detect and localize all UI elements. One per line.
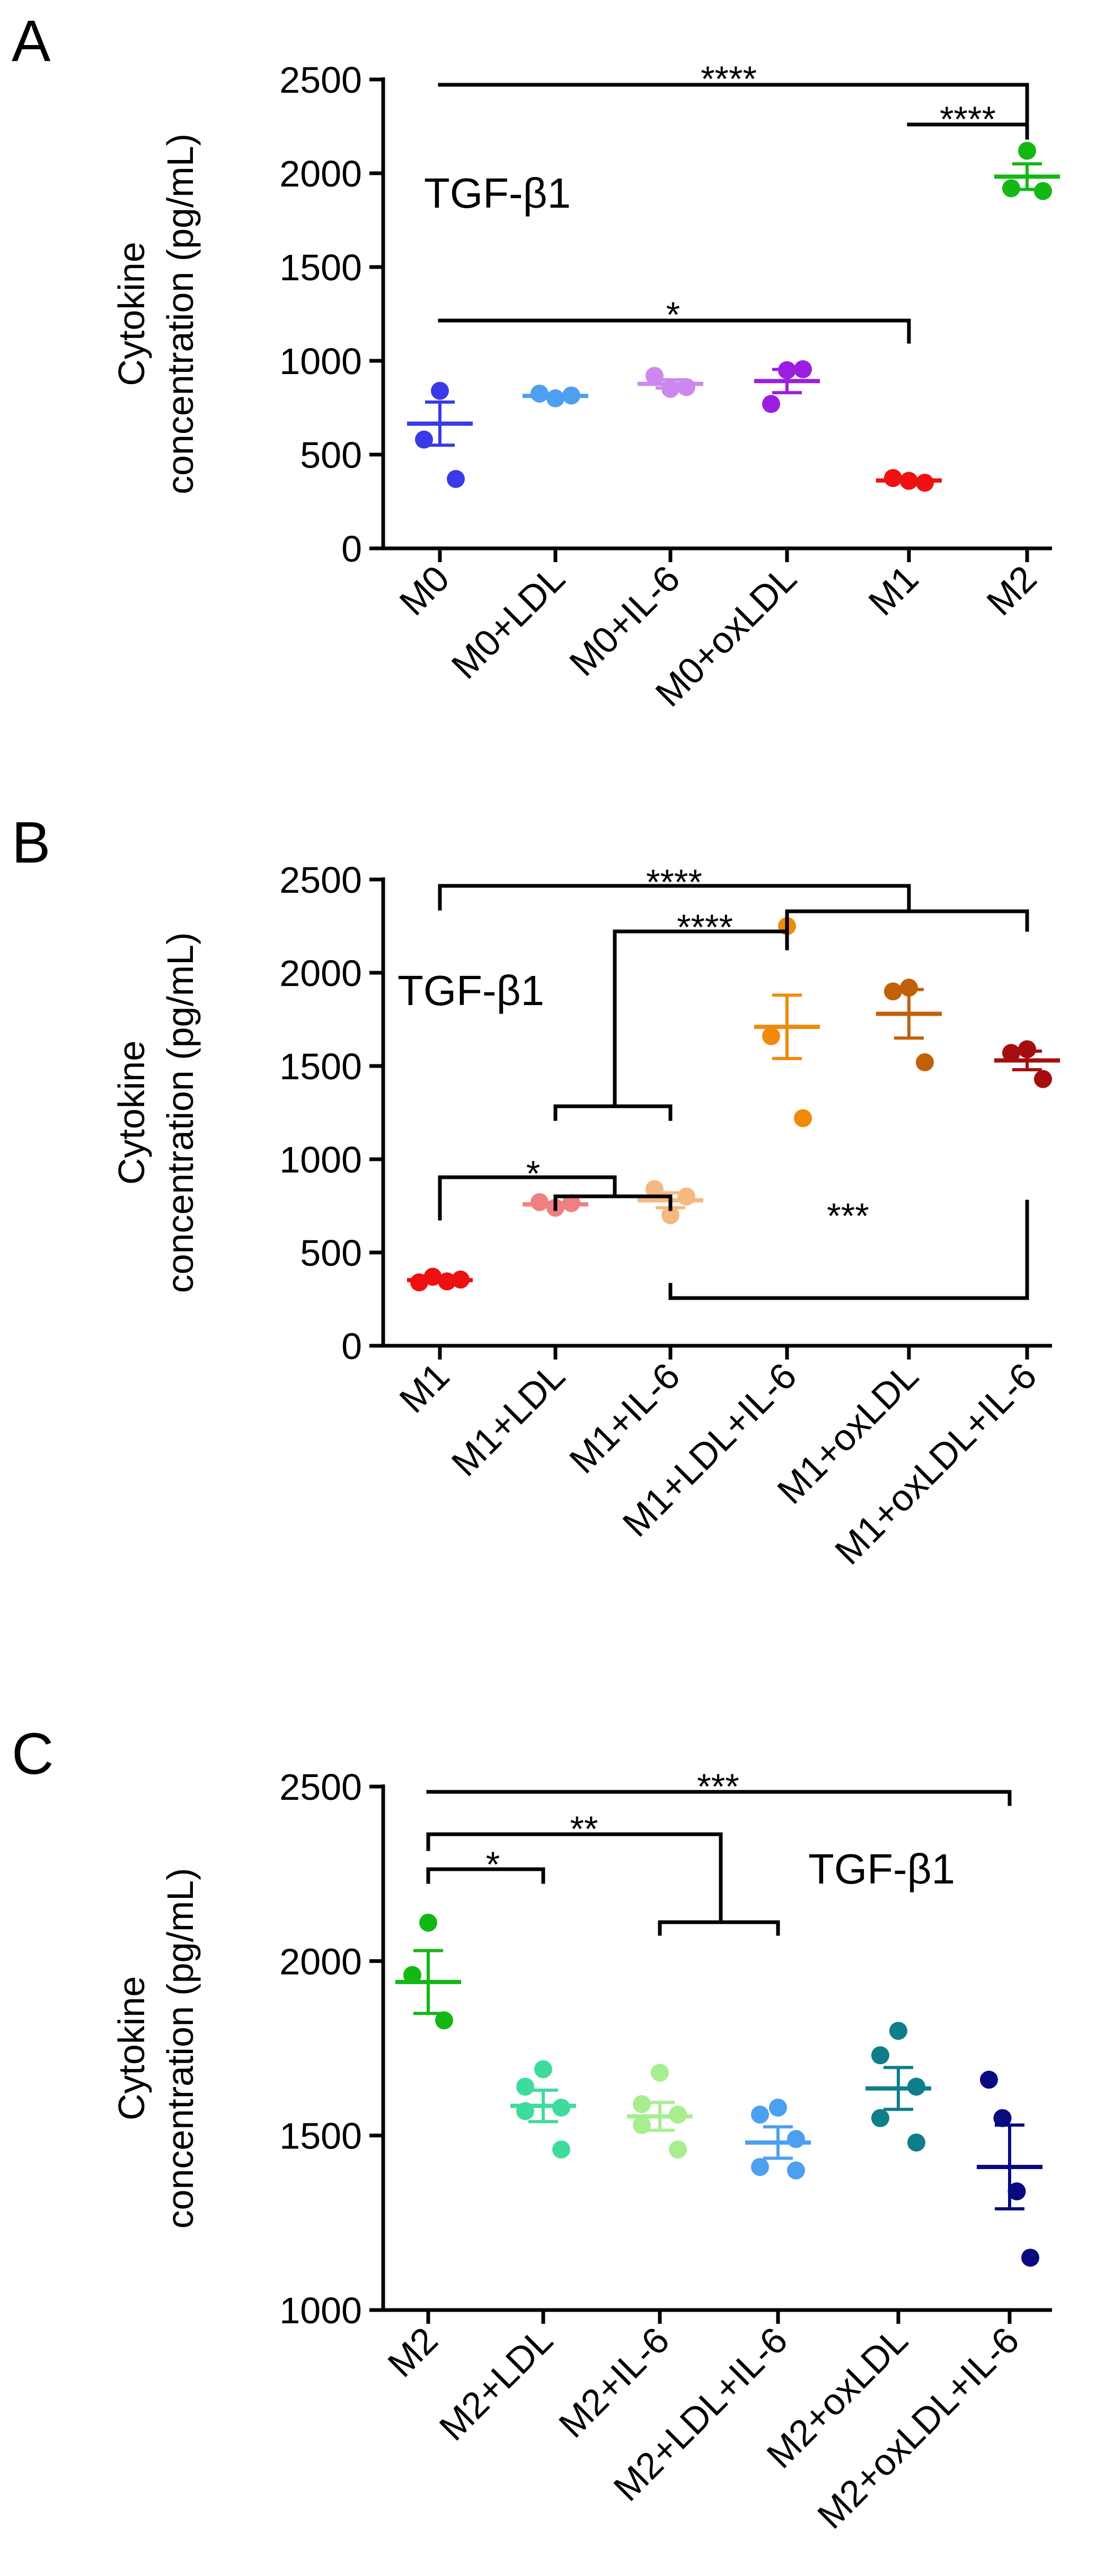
significance-label: *** [827, 1196, 869, 1236]
data-point [1018, 141, 1036, 160]
data-point [410, 1273, 428, 1292]
data-point [431, 381, 449, 400]
y-tick-label: 1000 [279, 2290, 362, 2331]
data-point [751, 2157, 769, 2176]
cytokine-annotation: TGF-β1 [424, 170, 571, 217]
y-tick-label: 1500 [279, 1046, 362, 1087]
data-point [403, 1966, 421, 1984]
data-point [889, 2022, 907, 2040]
panel-a: A Cytokine concentration (pg/mL) 0 500 1000 15… [12, 8, 1060, 714]
x-tick-label: M2 [979, 557, 1045, 623]
data-point [552, 2140, 570, 2159]
x-tick-label: M0+LDL [444, 557, 573, 687]
significance-label: *** [697, 1766, 739, 1807]
y-axis-label-line2: concentration (pg/mL) [160, 1868, 201, 2229]
significance-label: **** [940, 99, 996, 139]
x-tick-label: M2 [380, 2319, 446, 2385]
data-point [900, 979, 918, 997]
data-point [794, 1109, 812, 1127]
significance-label: * [486, 1844, 500, 1885]
y-tick-label: 500 [300, 434, 362, 476]
data-point [661, 1206, 679, 1224]
panel-c: C Cytokine concentration (pg/mL) 1000 1500 20… [12, 1721, 1052, 2537]
y-tick-label: 1000 [279, 1139, 362, 1180]
cytokine-annotation: TGF-β1 [808, 1845, 955, 1893]
panel-b: B Cytokine concentration (pg/mL) 0 500 1000 15… [12, 810, 1060, 1573]
data-point [762, 1027, 780, 1045]
y-tick-label: 2000 [279, 953, 362, 994]
significance-label: **** [677, 907, 733, 947]
significance-label: **** [646, 862, 702, 902]
data-point [677, 1187, 695, 1206]
significance-label: ** [570, 1809, 598, 1849]
data-point [1018, 1040, 1036, 1059]
x-tick-label: M1+oxLDL+IL-6 [827, 1355, 1045, 1572]
cytokine-annotation: TGF-β1 [397, 967, 544, 1014]
data-point [534, 2060, 552, 2078]
panel-label: C [12, 1721, 54, 1787]
data-point [884, 982, 902, 1001]
data-point [871, 2109, 889, 2127]
data-point [1007, 2182, 1026, 2201]
data-point [871, 2046, 889, 2065]
significance-label: * [666, 295, 680, 335]
data-point [751, 2106, 769, 2124]
y-axis-label: Cytokine concentration (pg/mL) [111, 1868, 201, 2229]
y-axis-label-line2: concentration (pg/mL) [160, 134, 201, 494]
y-tick-label: 1500 [279, 2116, 362, 2157]
y-axis-label-line1: Cytokine [111, 1976, 152, 2120]
data-point [993, 2109, 1012, 2127]
y-tick-label: 0 [341, 1326, 362, 1367]
data-point [1034, 182, 1052, 200]
y-axis-label-line1: Cytokine [111, 1041, 152, 1185]
data-point [419, 1913, 437, 1932]
y-tick-label: 2000 [279, 1941, 362, 1982]
data-point [769, 2098, 787, 2117]
y-tick-label: 2500 [279, 59, 362, 101]
data-point [1002, 1044, 1020, 1062]
data-point [1002, 179, 1020, 198]
data-point [787, 2130, 805, 2148]
data-point [1034, 1070, 1052, 1088]
data-point [907, 2133, 925, 2152]
data-point [651, 2064, 669, 2082]
x-tick-label: M2+oxLDL+IL-6 [810, 2319, 1027, 2536]
y-tick-label: 1500 [279, 247, 362, 288]
y-tick-label: 2000 [279, 153, 362, 194]
y-axis-label-line2: concentration (pg/mL) [160, 932, 201, 1293]
x-tick-label: M1 [392, 1355, 457, 1420]
panel-label: A [12, 8, 51, 74]
y-tick-label: 2500 [279, 1766, 362, 1808]
data-point [762, 395, 780, 413]
significance-label: **** [701, 59, 757, 99]
data-point [794, 360, 812, 378]
panel-label: B [12, 810, 50, 875]
data-point [916, 1053, 934, 1071]
data-point [1021, 2249, 1039, 2267]
x-tick-label: M1 [861, 557, 926, 623]
y-axis-label-line1: Cytokine [111, 242, 152, 386]
y-axis-label: Cytokine concentration (pg/mL) [111, 932, 201, 1293]
y-tick-label: 2500 [279, 859, 362, 901]
data-point [980, 2071, 998, 2089]
y-tick-label: 0 [341, 528, 362, 570]
y-tick-label: 1000 [279, 341, 362, 382]
y-axis-label: Cytokine concentration (pg/mL) [111, 134, 201, 494]
y-tick-label: 500 [300, 1232, 362, 1274]
significance-label: * [526, 1153, 540, 1194]
data-point [516, 2077, 534, 2096]
data-point [447, 470, 465, 488]
data-point [435, 2011, 453, 2030]
data-point [669, 2140, 687, 2159]
data-point [633, 2095, 651, 2113]
x-tick-label: M0 [392, 557, 457, 623]
x-tick-label: M2+LDL [431, 2319, 561, 2448]
x-tick-label: M1+LDL [444, 1355, 573, 1484]
data-point [787, 2161, 805, 2180]
